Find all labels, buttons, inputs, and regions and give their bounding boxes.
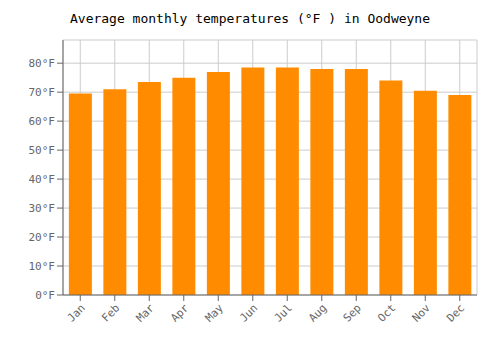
svg-text:Nov: Nov — [410, 301, 434, 325]
svg-text:Aug: Aug — [306, 301, 329, 324]
svg-text:Jul: Jul — [272, 301, 295, 324]
svg-text:Oct: Oct — [375, 301, 398, 324]
svg-text:May: May — [203, 301, 227, 325]
svg-text:50°F: 50°F — [29, 144, 56, 157]
svg-text:Jan: Jan — [65, 301, 88, 324]
svg-text:60°F: 60°F — [29, 115, 56, 128]
svg-text:70°F: 70°F — [29, 86, 56, 99]
html-text:Average monthly temperatures (: Average monthly temperatures (°F ) in Oo… — [70, 11, 430, 26]
svg-text:Sep: Sep — [341, 301, 364, 324]
svg-text:10°F: 10°F — [29, 260, 56, 273]
svg-text:80°F: 80°F — [29, 57, 56, 70]
svg-text:20°F: 20°F — [29, 231, 56, 244]
svg-text:40°F: 40°F — [29, 173, 56, 186]
svg-text:Jun: Jun — [237, 301, 260, 324]
svg-text:30°F: 30°F — [29, 202, 56, 215]
svg-text:Dec: Dec — [444, 301, 467, 324]
svg-text:0°F: 0°F — [35, 289, 55, 302]
svg-text:Mar: Mar — [134, 301, 158, 325]
svg-text:Feb: Feb — [99, 301, 122, 324]
svg-text:Apr: Apr — [168, 301, 192, 325]
